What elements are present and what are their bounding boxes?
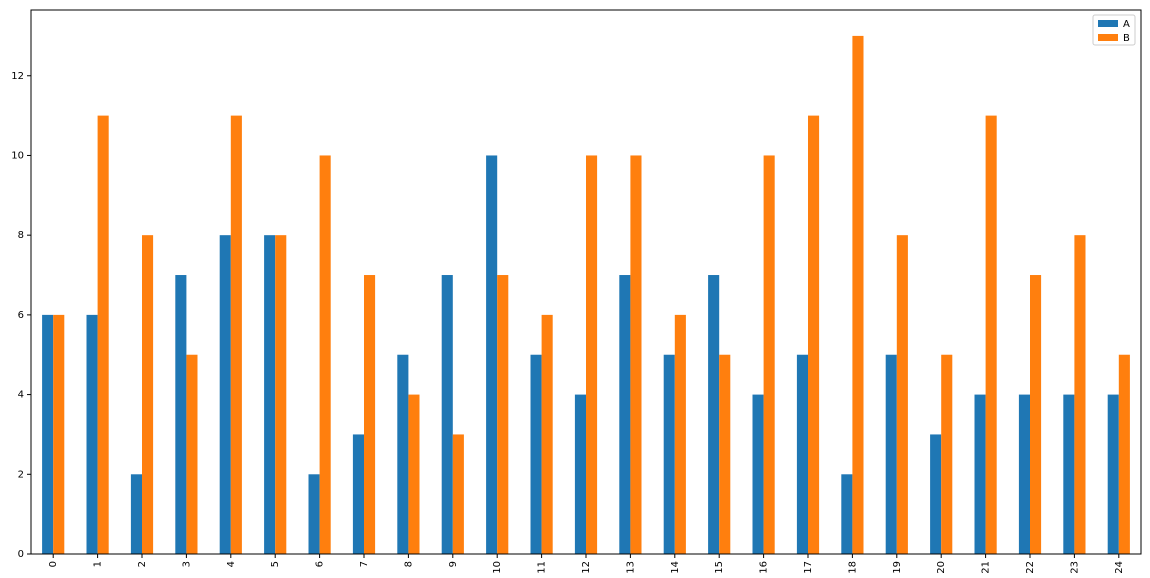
bar <box>885 354 897 554</box>
legend-label: B <box>1123 33 1130 44</box>
bar <box>142 235 154 554</box>
bar <box>586 155 598 554</box>
x-tick-label: 18 <box>847 561 858 574</box>
y-tick-label: 4 <box>18 390 24 401</box>
bar <box>352 434 364 554</box>
bar <box>452 434 464 554</box>
x-tick-label: 8 <box>403 561 414 567</box>
bar <box>408 394 420 554</box>
bar <box>1107 394 1119 554</box>
x-tick-label: 9 <box>448 561 459 567</box>
bar <box>763 155 775 554</box>
bar <box>1018 394 1030 554</box>
bar <box>941 354 953 554</box>
x-tick-label: 16 <box>759 561 770 574</box>
bar <box>86 314 98 554</box>
x-tick-label: 21 <box>981 561 992 574</box>
legend-label: A <box>1123 19 1130 30</box>
bar <box>264 235 276 554</box>
x-tick-label: 11 <box>537 561 548 574</box>
bar <box>230 115 242 554</box>
bar <box>974 394 986 554</box>
plot-frame <box>30 9 1142 555</box>
bar <box>752 394 764 554</box>
bar <box>1030 275 1042 554</box>
bar <box>719 354 731 554</box>
bar <box>619 275 631 554</box>
bar <box>186 354 198 554</box>
bar <box>574 394 586 554</box>
x-tick-label: 20 <box>936 561 947 574</box>
bar <box>708 275 720 554</box>
bar <box>364 275 376 554</box>
bar <box>486 155 498 554</box>
bar <box>441 275 453 554</box>
x-tick-label: 4 <box>226 561 237 567</box>
bar <box>808 115 820 554</box>
x-tick-label: 14 <box>670 561 681 574</box>
bar <box>175 275 187 554</box>
bar <box>275 235 287 554</box>
x-tick-label: 23 <box>1069 561 1080 574</box>
bar <box>796 354 808 554</box>
bar <box>219 235 231 554</box>
x-tick-label: 12 <box>581 561 592 574</box>
y-tick-label: 8 <box>18 230 24 241</box>
x-tick-label: 7 <box>359 561 370 567</box>
x-tick-label: 24 <box>1114 561 1125 574</box>
x-tick-label: 13 <box>625 561 636 574</box>
bar <box>674 314 686 554</box>
bar <box>497 275 509 554</box>
x-tick-label: 10 <box>492 561 503 574</box>
bar <box>1074 235 1086 554</box>
bar <box>663 354 675 554</box>
x-tick-label: 6 <box>315 561 326 567</box>
bar <box>630 155 642 554</box>
bar <box>42 314 54 554</box>
x-tick-label: 22 <box>1025 561 1036 574</box>
bar <box>308 474 320 554</box>
bar <box>1063 394 1075 554</box>
legend-swatch <box>1098 34 1118 41</box>
bar <box>930 434 942 554</box>
bar <box>130 474 142 554</box>
y-tick-label: 2 <box>18 469 24 480</box>
bar <box>841 474 853 554</box>
y-tick-label: 10 <box>11 150 24 161</box>
bar <box>1118 354 1130 554</box>
bar <box>852 35 864 554</box>
x-tick-label: 15 <box>714 561 725 574</box>
legend-swatch <box>1098 20 1118 27</box>
bar <box>530 354 542 554</box>
bar <box>97 115 109 554</box>
bar <box>319 155 331 554</box>
x-tick-label: 1 <box>93 561 104 567</box>
x-tick-label: 17 <box>803 561 814 574</box>
bar <box>985 115 997 554</box>
x-tick-label: 5 <box>270 561 281 567</box>
x-tick-label: 19 <box>892 561 903 574</box>
bar <box>397 354 409 554</box>
y-tick-label: 0 <box>18 549 24 560</box>
y-tick-label: 6 <box>18 310 24 321</box>
bar <box>541 314 553 554</box>
bar <box>53 314 65 554</box>
x-tick-label: 0 <box>48 561 59 567</box>
x-tick-label: 2 <box>137 561 148 567</box>
x-tick-label: 3 <box>181 561 192 567</box>
y-tick-label: 12 <box>11 71 24 82</box>
bar <box>896 235 908 554</box>
